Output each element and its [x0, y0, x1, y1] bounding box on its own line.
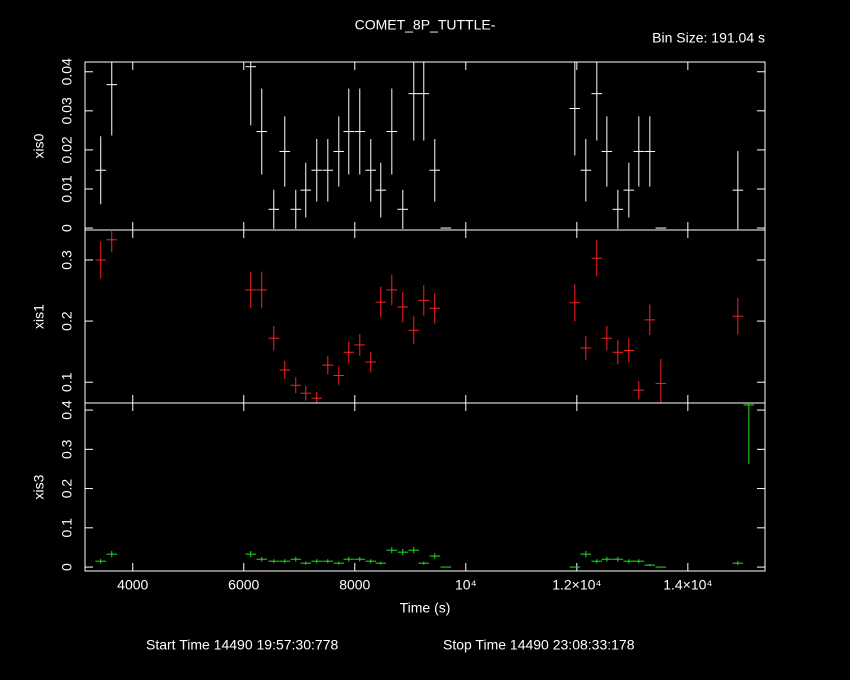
y-tick-label: 0.1 — [59, 518, 75, 538]
y-tick-label: 0.2 — [59, 479, 75, 499]
x-tick-label: 10⁴ — [455, 577, 477, 593]
y-tick-label: 0.1 — [59, 372, 75, 392]
y-tick-label: 0 — [59, 563, 75, 571]
y-tick-label: 0.04 — [59, 58, 75, 85]
y-tick-label: 0.03 — [59, 97, 75, 124]
y-axis-label: xis3 — [31, 474, 47, 499]
x-tick-label: 4000 — [117, 577, 148, 593]
bin-size: Bin Size: 191.04 s — [652, 30, 765, 46]
x-tick-label: 8000 — [339, 577, 370, 593]
y-tick-label: 0.4 — [59, 400, 75, 420]
x-axis-label: Time (s) — [400, 600, 451, 616]
y-tick-label: 0.3 — [59, 439, 75, 459]
y-tick-label: 0 — [59, 224, 75, 232]
x-tick-label: 1.2×10⁴ — [552, 577, 601, 593]
x-tick-label: 1.4×10⁴ — [663, 577, 712, 593]
stop-time: Stop Time 14490 23:08:33:178 — [443, 637, 635, 653]
y-tick-label: 0.3 — [59, 250, 75, 270]
start-time: Start Time 14490 19:57:30:778 — [146, 637, 338, 653]
chart-title: COMET_8P_TUTTLE- — [355, 17, 496, 33]
y-axis-label: xis0 — [31, 133, 47, 158]
y-tick-label: 0.01 — [59, 175, 75, 202]
panel-frame — [84, 402, 766, 572]
y-tick-label: 0.02 — [59, 136, 75, 163]
panel-data — [95, 62, 744, 230]
panel-data — [95, 230, 744, 403]
x-tick-label: 6000 — [228, 577, 259, 593]
panel-data — [95, 403, 755, 568]
y-tick-label: 0.2 — [59, 311, 75, 331]
y-axis-label: xis1 — [31, 304, 47, 329]
